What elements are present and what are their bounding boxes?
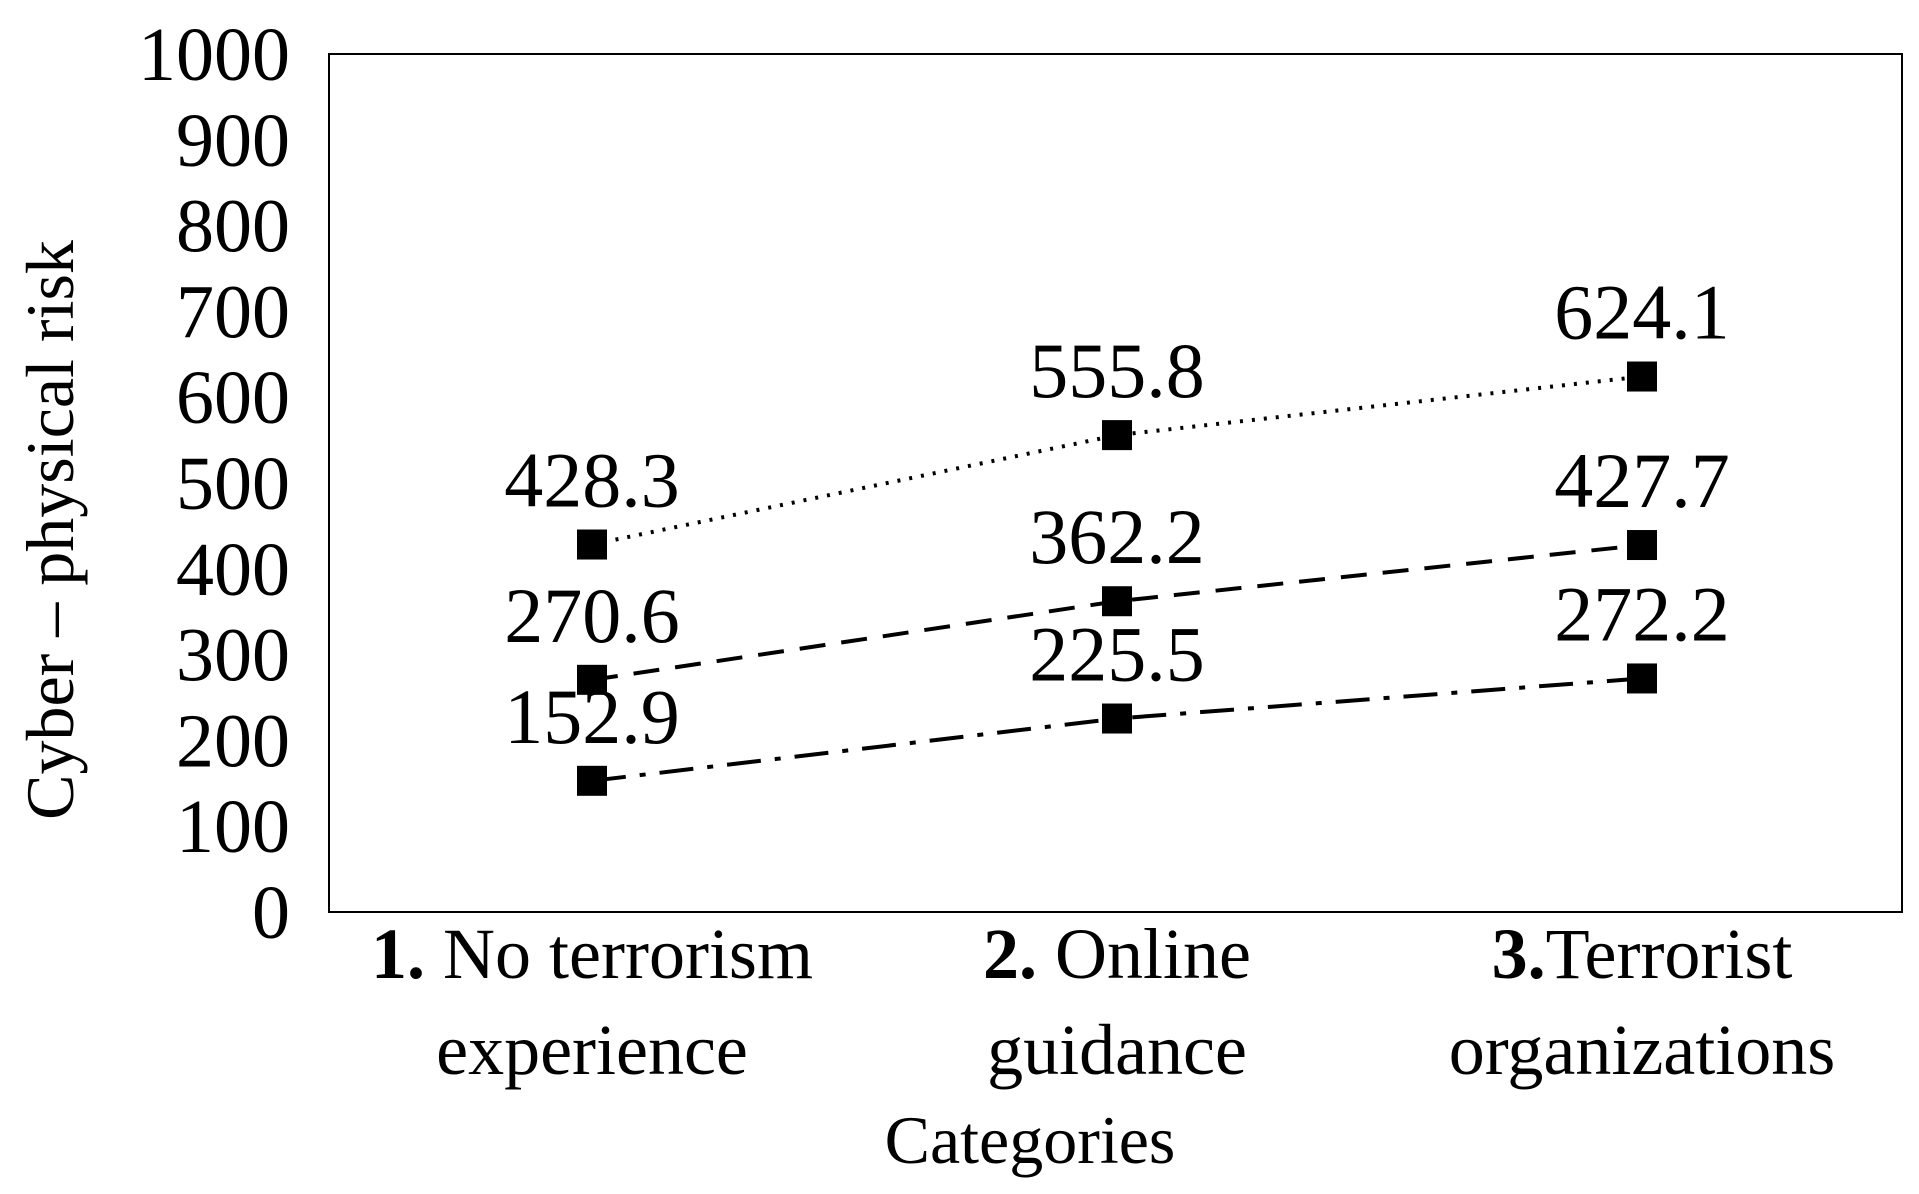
y-tick-label: 900 xyxy=(176,99,290,183)
x-category-label: 3.Terrorist organizations xyxy=(1449,914,1836,1090)
plot-frame xyxy=(328,53,1903,913)
y-tick-label: 700 xyxy=(176,270,290,354)
y-tick-label: 1000 xyxy=(138,13,290,97)
data-point-marker xyxy=(577,664,607,695)
data-label: 362.2 xyxy=(1029,493,1205,580)
data-labels: 428.3 555.8 624.1 270.6 362.2 427.7 152.9 225.5… xyxy=(504,269,1730,760)
series-line-2 xyxy=(591,543,1643,682)
y-tick-label: 400 xyxy=(176,528,290,612)
x-axis-categories: 1. No terrorism experience 2. Online guidan… xyxy=(371,914,1835,1090)
y-tick-label: 500 xyxy=(176,442,290,526)
y-tick-label: 200 xyxy=(176,699,290,783)
data-point-marker xyxy=(1627,663,1657,694)
data-point-marker xyxy=(577,765,607,796)
data-point-marker xyxy=(1102,420,1132,451)
x-category-label: 2. Online guidance xyxy=(983,914,1251,1090)
data-label: 428.3 xyxy=(504,437,680,524)
data-label: 270.6 xyxy=(504,572,680,659)
data-label: 272.2 xyxy=(1554,570,1730,657)
data-point-marker xyxy=(1627,361,1657,392)
y-tick-label: 100 xyxy=(176,785,290,869)
data-point-marker xyxy=(577,529,607,560)
series-line-1 xyxy=(591,374,1643,547)
y-tick-label: 300 xyxy=(176,614,290,698)
category-number: 2. xyxy=(983,914,1037,994)
data-label: 555.8 xyxy=(1029,327,1205,414)
x-axis-title: Categories xyxy=(885,1102,1176,1178)
data-point-marker xyxy=(1102,586,1132,617)
data-label: 225.5 xyxy=(1029,611,1205,698)
series-markers xyxy=(577,361,1657,796)
data-label: 427.7 xyxy=(1554,437,1730,524)
data-label: 624.1 xyxy=(1554,269,1730,356)
category-number: 3. xyxy=(1492,914,1546,994)
x-category-label: 1. No terrorism experience xyxy=(371,914,813,1090)
category-number: 1. xyxy=(371,914,425,994)
data-point-marker xyxy=(1102,703,1132,734)
y-tick-label: 800 xyxy=(176,185,290,269)
y-tick-label: 0 xyxy=(252,871,290,955)
y-axis-title: Cyber – physical risk xyxy=(12,240,88,820)
data-label: 152.9 xyxy=(504,673,680,760)
data-point-marker xyxy=(1627,530,1657,561)
y-tick-label: 600 xyxy=(176,356,290,440)
